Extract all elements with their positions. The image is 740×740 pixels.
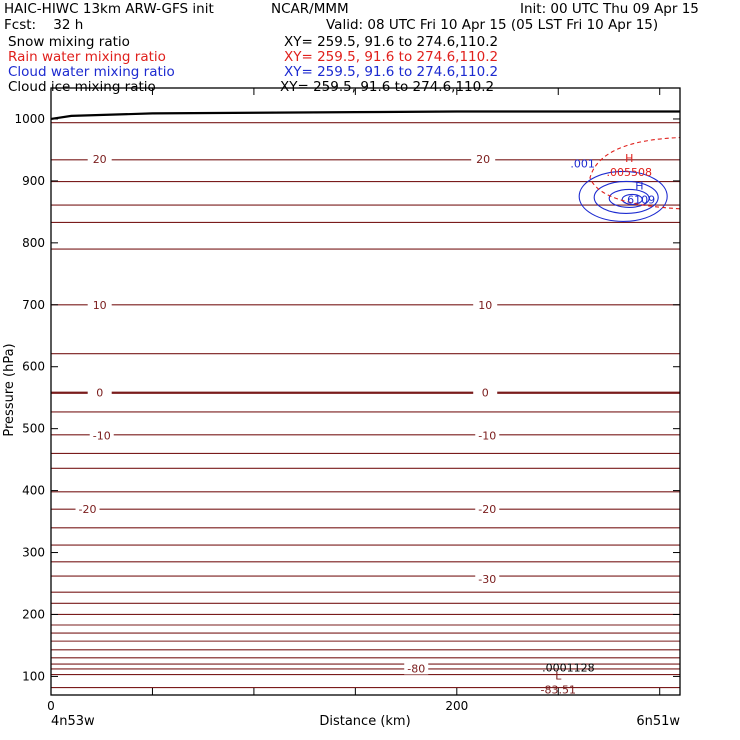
- contour-label-bg: [475, 429, 500, 442]
- rain-water-contour: [589, 137, 681, 210]
- y-tick-label: 500: [22, 422, 45, 436]
- right-endpoint-label: 6n51w: [636, 714, 680, 729]
- contour-label-bg: [473, 386, 498, 399]
- contour-label-bg: [87, 386, 112, 399]
- contour-label-bg: [475, 573, 500, 586]
- field-snow-name: Snow mixing ratio: [8, 34, 130, 50]
- contour-label: -80: [407, 662, 425, 675]
- forecast-hour: Fcst: 32 h: [4, 17, 84, 33]
- y-tick-label: 400: [22, 484, 45, 498]
- cloud-water-contours: [578, 170, 668, 222]
- y-tick-label: 100: [22, 669, 45, 683]
- field-cloudice-xy: XY= 259.5, 91.6 to 274.6,110.2: [280, 79, 495, 95]
- contour-label: -20: [79, 503, 97, 516]
- contour-label: 10: [478, 299, 492, 312]
- extremum-marker: L: [555, 670, 562, 683]
- y-tick-label: 300: [22, 546, 45, 560]
- contour-label-bg: [404, 662, 429, 675]
- y-axis-title: Pressure (hPa): [2, 343, 17, 436]
- contour-label-bg: [473, 298, 498, 311]
- contour-label: 20: [476, 153, 490, 166]
- y-tick-label: 600: [22, 360, 45, 374]
- contour-label: 20: [93, 153, 107, 166]
- contour-label: -20: [478, 503, 496, 516]
- y-tick-label: 700: [22, 298, 45, 312]
- x-tick-label: 0: [47, 699, 55, 713]
- y-tick-label: 800: [22, 236, 45, 250]
- field-rain-xy: XY= 259.5, 91.6 to 274.6,110.2: [284, 49, 499, 65]
- terrain-line: [50, 110, 680, 121]
- contour-label: 0: [96, 387, 103, 400]
- left-endpoint-label: 4n53w: [51, 714, 95, 729]
- cloud-water-contour: [608, 188, 650, 208]
- cloud-water-contour: [578, 170, 668, 222]
- y-tick-label: 200: [22, 607, 45, 621]
- contour-label-bg: [471, 153, 496, 166]
- x-tick-label: 200: [445, 699, 468, 713]
- field-cloudwater-name: Cloud water mixing ratio: [8, 64, 175, 80]
- extremum-marker: H: [635, 180, 643, 193]
- extremum-value: .005508: [607, 166, 653, 179]
- field-snow-xy: XY= 259.5, 91.6 to 274.6,110.2: [284, 34, 499, 50]
- extremum-value: -83.51: [541, 684, 576, 697]
- extremum-marker: H: [625, 152, 633, 165]
- contour-label: 10: [93, 299, 107, 312]
- org-label: NCAR/MMM: [271, 1, 349, 17]
- contour-label-bg: [475, 503, 500, 516]
- extremum-value: .0001128: [542, 661, 595, 674]
- rain-water-contours: [589, 137, 681, 210]
- plot-frame: [50, 87, 681, 696]
- contour-labels: -80 -30 -20 -20 -10 -10 0 0 10 10 20 20 .001 L-83.51.…: [75, 152, 656, 697]
- model-title: HAIC-HIWC 13km ARW-GFS init: [4, 1, 214, 17]
- init-time: Init: 00 UTC Thu 09 Apr 15: [520, 1, 699, 17]
- contour-label: 0: [482, 387, 489, 400]
- valid-time: Valid: 08 UTC Fri 10 Apr 15 (05 LST Fri …: [326, 17, 659, 33]
- field-cloudwater-xy: XY= 259.5, 91.6 to 274.6,110.2: [284, 64, 499, 80]
- cloud-water-contour: [621, 193, 643, 205]
- cloud-water-label: .001: [570, 158, 595, 171]
- y-tick-label: 1000: [14, 112, 45, 126]
- temperature-contours: [51, 122, 680, 689]
- y-tick-label: 900: [22, 174, 45, 188]
- terrain-surface: [50, 110, 680, 121]
- field-cloudice-name: Cloud ice mixing ratio: [8, 79, 156, 95]
- contour-label-bg: [89, 429, 114, 442]
- cloud-water-contour: [593, 180, 659, 214]
- contour-label: -30: [478, 573, 496, 586]
- contour-label: -10: [478, 429, 496, 442]
- extremum-value: .6109: [624, 194, 656, 207]
- field-rain-name: Rain water mixing ratio: [8, 49, 166, 65]
- x-axis-title: Distance (km): [319, 714, 410, 729]
- contour-label-bg: [87, 153, 112, 166]
- contour-label: -10: [93, 429, 111, 442]
- contour-label-bg: [75, 503, 100, 516]
- contour-label-bg: [87, 298, 112, 311]
